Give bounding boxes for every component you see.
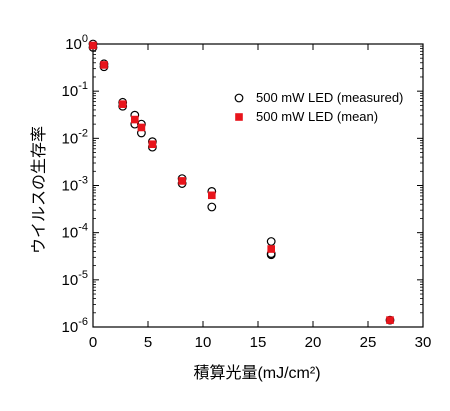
mean-point xyxy=(267,245,275,253)
legend-marker-mean xyxy=(235,113,243,121)
x-axis-ticks: 0 5 10 15 20 25 30 xyxy=(89,44,432,351)
y-tick-label: 10-6 xyxy=(62,316,88,336)
legend-marker-measured xyxy=(234,93,244,103)
legend: 500 mW LED (measured) 500 mW LED (mean) xyxy=(234,90,403,124)
x-tick-label: 15 xyxy=(250,334,267,351)
y-axis-label: ウイルスの生存率 xyxy=(30,126,48,254)
measured-point xyxy=(207,202,217,212)
mean-point xyxy=(100,61,108,69)
mean-point xyxy=(131,115,139,124)
data-points xyxy=(88,39,395,325)
y-tick-label: 10-4 xyxy=(62,222,88,242)
mean-point xyxy=(89,41,97,50)
x-tick-label: 0 xyxy=(89,334,97,351)
legend-label: 500 mW LED (mean) xyxy=(256,109,378,124)
mean-point xyxy=(137,123,146,132)
y-tick-label: 10-2 xyxy=(62,127,88,147)
x-tick-label: 25 xyxy=(360,334,377,351)
x-axis-label: 積算光量(mJ/cm²) xyxy=(193,363,320,382)
measured-point xyxy=(266,237,276,246)
x-tick-label: 10 xyxy=(195,334,212,351)
x-tick-label: 20 xyxy=(305,334,322,351)
x-tick-label: 30 xyxy=(415,334,432,351)
y-tick-label: 10-3 xyxy=(62,175,88,195)
plot-frame xyxy=(92,43,424,328)
plot-border xyxy=(92,43,424,328)
mean-point xyxy=(148,140,157,149)
y-tick-label: 10-5 xyxy=(62,269,88,289)
y-axis-ticks: 10-6 10-5 10-4 10-3 10-2 10-1 100 xyxy=(62,33,423,336)
x-tick-label: 5 xyxy=(144,334,152,351)
legend-label: 500 mW LED (measured) xyxy=(256,90,403,105)
y-tick-label: 10-1 xyxy=(62,80,88,100)
y-tick-label: 100 xyxy=(65,33,88,53)
mean-point xyxy=(118,100,127,108)
mean-point xyxy=(386,316,394,324)
mean-point xyxy=(178,177,186,185)
mean-point xyxy=(208,191,216,200)
